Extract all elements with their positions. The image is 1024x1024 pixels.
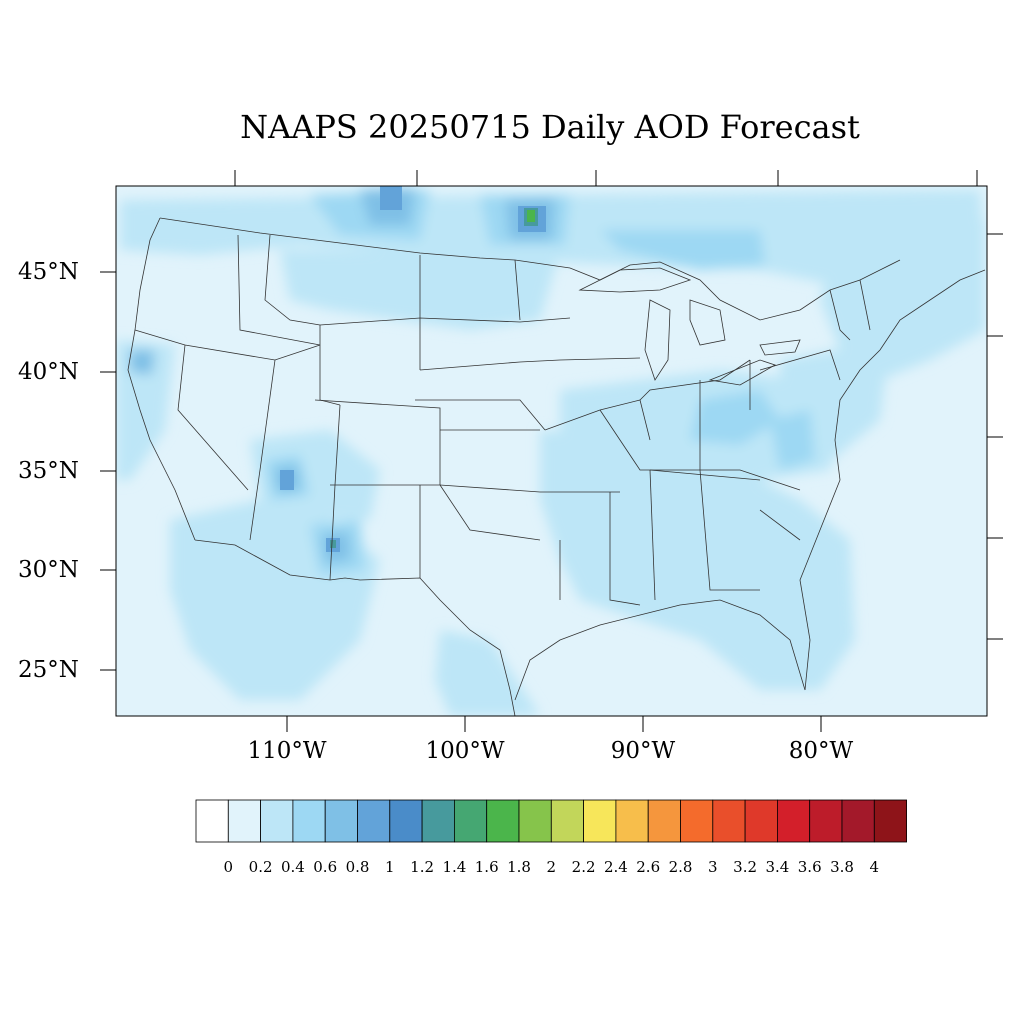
colorbar-label: 3.6 (797, 858, 822, 876)
aod-region-northeast (820, 220, 985, 380)
aod-region-ohio-plume (690, 390, 780, 445)
aod-region-california (116, 340, 175, 480)
lake-huron (689, 299, 726, 346)
aod-region-california-core (130, 350, 155, 375)
colorbar-label: 1.2 (410, 858, 435, 876)
aod-region-gulf (435, 630, 540, 716)
colorbar-label: 1.8 (507, 858, 531, 876)
aod-core-nm-peak (330, 540, 336, 548)
canada-border (159, 217, 901, 321)
map-frame (115, 185, 988, 717)
aod-core-montana (380, 186, 402, 210)
lon-label-90w: 90°W (610, 738, 676, 764)
lat-label-45n: 45°N (18, 259, 79, 285)
map-ticks (100, 170, 1003, 732)
aod-region-southeast (540, 430, 855, 690)
colorbar-label: 2.2 (571, 858, 596, 876)
colorbar-label: 0.8 (345, 858, 370, 876)
colorbar-label: 0.2 (248, 858, 273, 876)
lon-label-110w: 110°W (247, 738, 327, 764)
colorbar-label: 3.4 (765, 858, 790, 876)
colorbar-label: 2.8 (668, 858, 693, 876)
aod-core-arizona (280, 470, 294, 490)
colorbar-label: 1.4 (442, 858, 467, 876)
map-title: NAAPS 20250715 Daily AOD Forecast (240, 108, 860, 146)
lake-michigan (644, 299, 671, 381)
lon-label-100w: 100°W (425, 738, 505, 764)
lake-superior (578, 267, 692, 293)
lat-label-35n: 35°N (18, 458, 79, 484)
colorbar-label: 1.6 (474, 858, 499, 876)
aod-core-manitoba-max (527, 210, 535, 222)
colorbar-label: 3.2 (733, 858, 758, 876)
colorbar-label: 2 (546, 858, 557, 876)
aod-region-virginia-plume (770, 410, 815, 470)
lat-label-40n: 40°N (18, 359, 79, 385)
political-boundaries (127, 217, 986, 716)
colorbar-label: 0.6 (313, 858, 338, 876)
west-coast (127, 217, 196, 541)
east-coast (799, 269, 986, 691)
colorbar-label: 3 (708, 858, 718, 876)
colorbar-label: 4 (869, 858, 880, 876)
colorbar-label: 2.6 (636, 858, 661, 876)
lon-label-80w: 80°W (788, 738, 854, 764)
lat-label-30n: 30°N (18, 557, 79, 583)
lake-erie (708, 359, 776, 386)
mexico-border (194, 539, 516, 716)
colorbar-label: 3.8 (830, 858, 854, 876)
lake-ontario (759, 339, 801, 356)
lat-label-25n: 25°N (18, 657, 79, 683)
colorbar-label: 2.4 (603, 858, 628, 876)
colorbar-label: 1 (385, 858, 395, 876)
gulf-coast (514, 599, 806, 701)
colorbar-label: 0 (223, 858, 234, 876)
aod-region-canada-east-plume (600, 230, 765, 270)
colorbar-label: 0.4 (280, 858, 305, 876)
